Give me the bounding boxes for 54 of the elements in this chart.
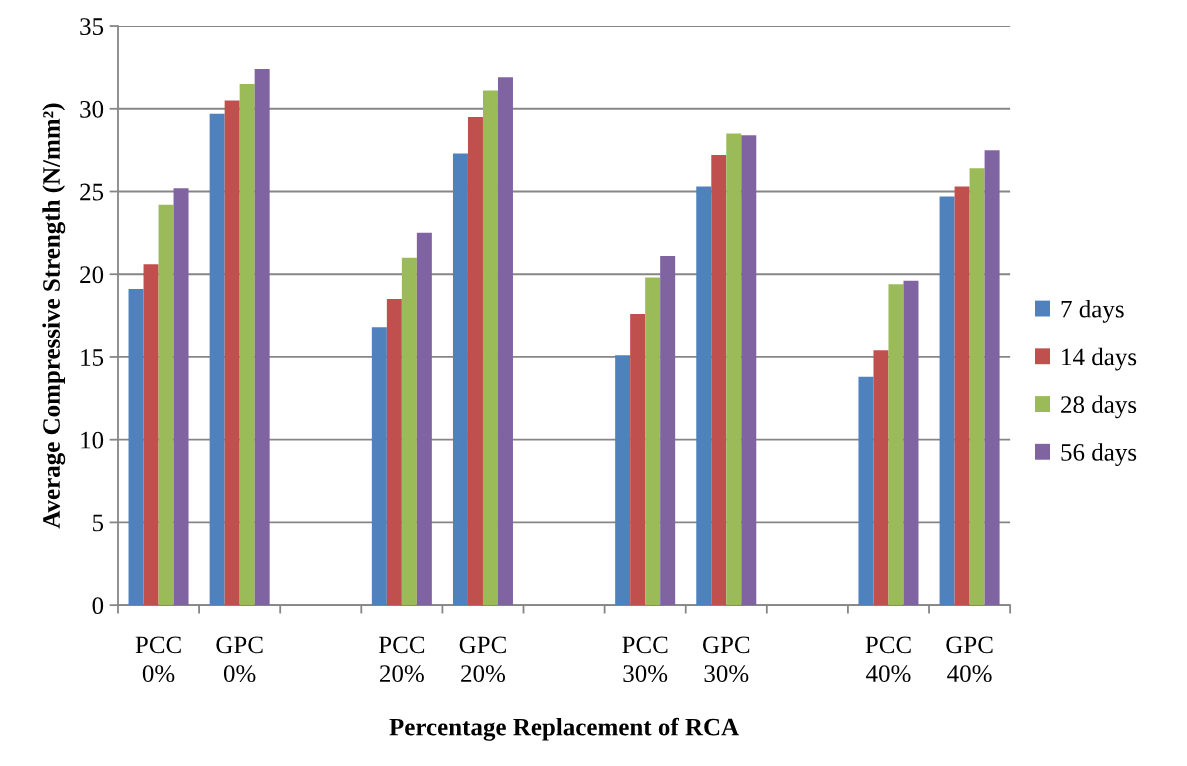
x-tick-label: GPC 0% — [216, 636, 263, 683]
bar — [630, 313, 646, 606]
bar — [143, 264, 159, 606]
bar — [873, 350, 889, 606]
bar — [726, 133, 742, 606]
bar — [386, 299, 402, 606]
bar — [371, 327, 387, 606]
bar — [158, 204, 174, 606]
bar — [467, 117, 483, 606]
x-tick-label: PCC 40% — [865, 636, 911, 683]
bar — [741, 135, 757, 606]
legend-label: 14 days — [1062, 347, 1137, 371]
legend-label: 7 days — [1061, 300, 1124, 323]
y-tick-label: 10 — [81, 431, 104, 449]
bar — [615, 355, 631, 606]
y-tick-label: 20 — [80, 266, 104, 284]
legend-label: 28 days — [1061, 395, 1137, 419]
bar — [903, 280, 919, 606]
bar — [954, 186, 970, 606]
bar — [858, 376, 874, 606]
bar — [224, 100, 240, 606]
y-tick-label: 5 — [93, 514, 104, 532]
y-tick-label: 25 — [80, 183, 104, 201]
bar — [128, 289, 144, 606]
x-tick-label: GPC 20% — [459, 636, 506, 683]
bar — [401, 257, 417, 606]
bar — [452, 153, 468, 606]
x-axis-title: Percentage Replacement of RCA — [389, 717, 739, 741]
bar — [209, 113, 225, 606]
bar — [173, 188, 189, 606]
bar — [254, 69, 270, 606]
y-axis-title: Average Compressive Strength (N/mm²) — [42, 103, 66, 529]
x-tick-label: PCC 0% — [135, 636, 181, 683]
bar — [984, 150, 1000, 606]
x-tick-label: PCC 20% — [378, 636, 425, 683]
y-tick-label: 35 — [80, 18, 104, 35]
bar — [645, 277, 661, 606]
bar — [939, 196, 955, 606]
y-tick-label: 30 — [80, 100, 104, 118]
y-tick-label: 0 — [92, 597, 104, 615]
bar — [696, 186, 712, 606]
legend-label: 56 days — [1061, 443, 1137, 466]
bar — [969, 168, 985, 606]
y-tick-label: 15 — [81, 349, 104, 366]
bar — [660, 256, 676, 606]
bar — [888, 284, 904, 606]
bar — [482, 90, 498, 606]
x-tick-label: GPC 40% — [946, 636, 993, 683]
bar — [497, 77, 513, 606]
x-tick-label: PCC 30% — [622, 636, 668, 683]
bar — [239, 83, 255, 606]
x-tick-label: GPC 30% — [702, 636, 750, 683]
bar — [416, 232, 432, 606]
bar — [711, 155, 727, 606]
